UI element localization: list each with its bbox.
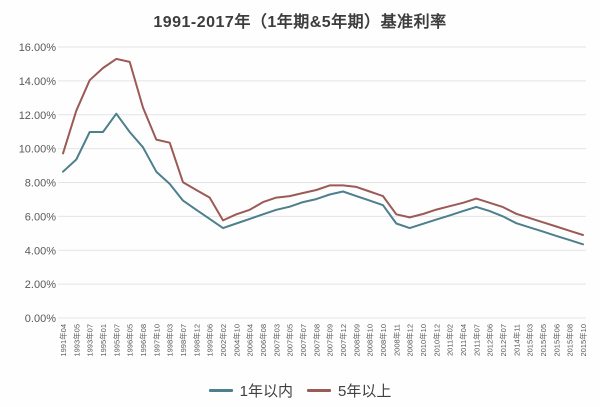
- x-tick-label: 1995年01: [98, 324, 108, 357]
- x-tick-label: 2007年08: [311, 324, 321, 357]
- series-line-1yr: [62, 112, 584, 246]
- x-tick-label: 2011年07: [471, 324, 481, 356]
- x-tick-label: 2015年03: [525, 324, 535, 357]
- y-tick-label: 12.00%: [19, 110, 57, 122]
- x-tick-label: 2002年02: [218, 324, 228, 357]
- x-tick-label: 2012年07: [498, 324, 508, 357]
- x-tick-label: 2007年03: [271, 324, 281, 357]
- chart-legend: 1年以内 5年以上: [0, 380, 600, 401]
- x-tick-label: 2006年04: [245, 324, 255, 357]
- y-tick-label: 16.00%: [19, 42, 57, 54]
- x-tick-label: 1997年10: [151, 324, 161, 357]
- x-tick-label: 1998年07: [178, 324, 188, 357]
- x-tick-label: 2015年05: [538, 324, 548, 357]
- y-tick-label: 4.00%: [25, 245, 56, 257]
- x-tick-label: 1996年05: [125, 324, 135, 357]
- x-tick-label: 1995年07: [111, 324, 121, 357]
- y-tick-label: 6.00%: [25, 211, 56, 223]
- x-tick-label: 2010年12: [431, 324, 441, 357]
- x-tick-label: 2007年12: [338, 324, 348, 357]
- x-tick-label: 2010年10: [418, 324, 428, 357]
- x-tick-label: 2015年10: [578, 324, 588, 357]
- x-tick-label: 2008年09: [351, 324, 361, 357]
- x-tick-label: 1998年03: [165, 324, 175, 357]
- legend-item-5yr: 5年以上: [307, 380, 391, 401]
- x-tick-label: 1993年05: [71, 324, 81, 357]
- x-tick-label: 2014年11: [511, 324, 521, 356]
- x-tick-label: 2007年07: [298, 324, 308, 357]
- y-tick-label: 10.00%: [19, 144, 57, 156]
- x-tick-label: 1993年07: [85, 324, 95, 357]
- y-tick-label: 0.00%: [25, 313, 56, 325]
- x-tick-label: 2015年06: [551, 324, 561, 357]
- x-tick-label: 1998年12: [191, 324, 201, 357]
- x-tick-label: 2012年06: [485, 324, 495, 357]
- legend-label-1yr: 1年以内: [239, 383, 293, 400]
- x-tick-label: 1991年04: [58, 324, 68, 357]
- x-tick-label: 2008年10: [378, 324, 388, 357]
- legend-swatch-1yr-icon: [208, 389, 233, 392]
- x-tick-label: 2008年12: [405, 324, 415, 357]
- y-tick-label: 8.00%: [25, 178, 56, 190]
- x-tick-label: 2004年10: [231, 324, 241, 357]
- x-tick-label: 2008年11: [391, 324, 401, 356]
- legend-label-5yr: 5年以上: [338, 383, 392, 400]
- y-tick-label: 14.00%: [19, 76, 57, 88]
- y-tick-label: 2.00%: [25, 279, 56, 291]
- x-tick-label: 2015年08: [565, 324, 575, 357]
- x-tick-label: 2006年08: [258, 324, 268, 357]
- x-tick-label: 2007年05: [285, 324, 295, 357]
- x-tick-label: 2007年09: [325, 324, 335, 357]
- series-line-5yr: [62, 57, 584, 236]
- legend-swatch-5yr-icon: [307, 389, 331, 392]
- chart-title: 1991-2017年（1年期&5年期）基准利率: [153, 14, 447, 31]
- x-tick-label: 1996年08: [138, 324, 148, 357]
- x-tick-label: 2008年10: [365, 324, 375, 357]
- x-tick-label: 2011年04: [458, 324, 468, 356]
- legend-item-1yr: 1年以内: [208, 380, 293, 401]
- x-tick-label: 2011年02: [445, 324, 455, 356]
- x-tick-label: 1999年06: [205, 324, 215, 357]
